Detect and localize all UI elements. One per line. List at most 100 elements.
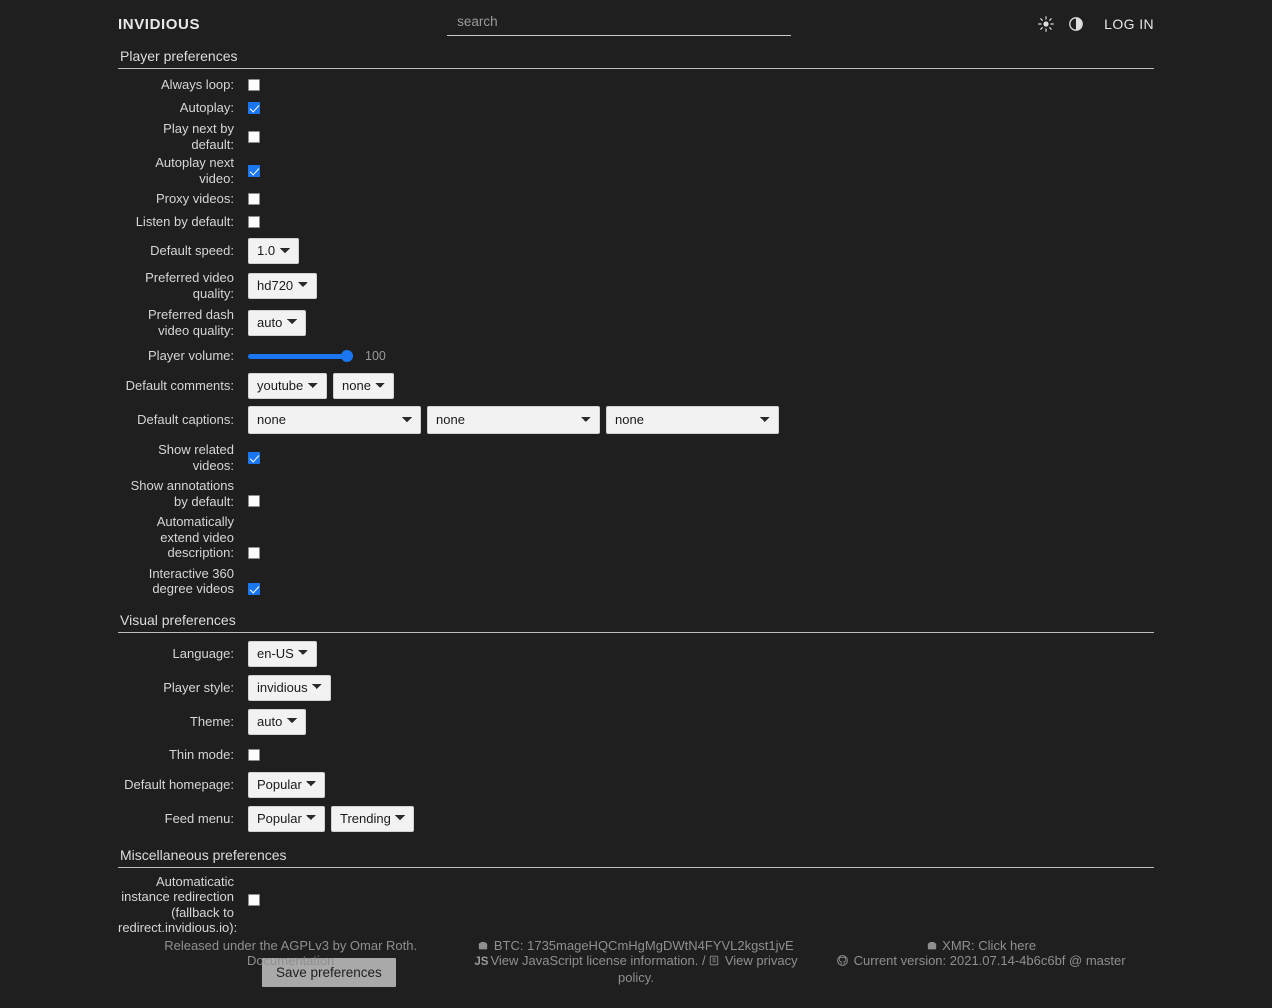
select-theme[interactable]: auto bbox=[248, 708, 306, 735]
select-captions-2[interactable]: none bbox=[427, 406, 600, 434]
pref-row-thin-mode: Thin mode: bbox=[118, 745, 1154, 765]
select-default-speed[interactable]: 1.0 bbox=[248, 238, 299, 264]
version-line: Current version: 2021.07.14-4b6c6bf @ ma… bbox=[815, 953, 1148, 968]
label-dash-quality: Preferred dash video quality: bbox=[148, 307, 234, 338]
label-proxy-videos: Proxy videos: bbox=[155, 191, 234, 207]
pref-row-video-quality: Preferred video quality: hd720 bbox=[118, 270, 1154, 301]
label-video-quality: Preferred video quality: bbox=[145, 270, 234, 301]
select-comments-primary[interactable]: youtube bbox=[248, 373, 327, 399]
label-theme: Theme: bbox=[189, 713, 234, 729]
search-bar bbox=[447, 12, 792, 36]
checkbox-interactive-360[interactable] bbox=[248, 582, 260, 595]
sun-icon[interactable] bbox=[1038, 16, 1054, 32]
label-language: Language: bbox=[172, 645, 234, 661]
select-captions-1[interactable]: none bbox=[248, 406, 421, 434]
pref-row-related-videos: Show related videos: bbox=[118, 442, 1154, 473]
label-auto-redirect: Automaticatic instance redirection (fall… bbox=[118, 873, 238, 936]
checkbox-annotations[interactable] bbox=[248, 495, 260, 507]
checkbox-play-next[interactable] bbox=[248, 130, 260, 143]
select-feed-menu-1[interactable]: Popular bbox=[248, 805, 325, 832]
checkbox-always-loop[interactable] bbox=[248, 79, 260, 91]
navbar-right: LOG IN bbox=[1038, 16, 1154, 32]
js-license-line: JS View JavaScript license information. /… bbox=[469, 953, 802, 985]
pref-row-listen-default: Listen by default: bbox=[118, 212, 1154, 232]
pref-row-homepage: Default homepage: Popular bbox=[118, 771, 1154, 798]
label-related-videos: Show related videos: bbox=[158, 442, 234, 473]
volume-value: 100 bbox=[365, 349, 386, 363]
section-title-player: Player preferences bbox=[118, 46, 1154, 69]
version-link[interactable]: Current version: 2021.07.14-4b6c6bf @ ma… bbox=[853, 953, 1126, 968]
label-interactive-360: Interactive 360 degree videos bbox=[148, 565, 234, 597]
footer-left: Released under the AGPLv3 by Omar Roth. … bbox=[118, 938, 463, 985]
label-thin-mode: Thin mode: bbox=[168, 746, 234, 762]
xmr-line: XMR: Click here bbox=[815, 938, 1148, 953]
pref-row-play-next: Play next by default: bbox=[118, 121, 1154, 152]
preferences-form: Player preferences Always loop: Autoplay… bbox=[0, 46, 1272, 987]
spacer-misc bbox=[118, 835, 1154, 845]
section-title-visual: Visual preferences bbox=[118, 610, 1154, 633]
save-preferences-button[interactable]: Save preferences bbox=[262, 957, 396, 987]
pref-row-dash-quality: Preferred dash video quality: auto bbox=[118, 307, 1154, 338]
book-icon bbox=[709, 955, 719, 966]
pref-row-annotations: Show annotations by default: bbox=[118, 478, 1154, 509]
checkbox-autoplay-next[interactable] bbox=[248, 164, 260, 177]
contrast-icon[interactable] bbox=[1068, 16, 1084, 32]
label-captions: Default captions: bbox=[137, 412, 234, 428]
search-input[interactable] bbox=[447, 12, 792, 36]
pref-row-comments: Default comments: youtube none bbox=[118, 373, 1154, 399]
pref-row-autoplay: Autoplay: bbox=[118, 98, 1154, 118]
spacer-visual bbox=[118, 600, 1154, 610]
login-link[interactable]: LOG IN bbox=[1104, 16, 1154, 32]
slider-player-volume[interactable] bbox=[248, 349, 353, 363]
select-default-homepage[interactable]: Popular bbox=[248, 771, 325, 798]
checkbox-thin-mode[interactable] bbox=[248, 748, 260, 761]
pref-row-volume: Player volume: 100 bbox=[118, 346, 1154, 366]
checkbox-listen-default[interactable] bbox=[248, 216, 260, 228]
checkbox-extend-description[interactable] bbox=[248, 546, 260, 559]
documentation-link[interactable]: Documentation bbox=[246, 953, 335, 968]
select-feed-menu-2[interactable]: Trending bbox=[331, 805, 414, 832]
select-player-style[interactable]: invidious bbox=[248, 674, 331, 701]
checkbox-auto-redirect[interactable] bbox=[248, 893, 260, 906]
label-homepage: Default homepage: bbox=[124, 776, 234, 792]
btc-address-link[interactable]: BTC: 1735mageHQCmHgMgDWtN4FYVL2kgst1jvE bbox=[493, 938, 794, 953]
label-listen-default: Listen by default: bbox=[135, 214, 234, 230]
checkbox-proxy-videos[interactable] bbox=[248, 193, 260, 205]
footer-license-text: Released under the AGPLv3 by Omar Roth. bbox=[164, 938, 418, 953]
footer-right: XMR: Click here Current version: 2021.07… bbox=[809, 938, 1154, 985]
label-default-speed: Default speed: bbox=[150, 243, 234, 259]
select-comments-secondary[interactable]: none bbox=[333, 373, 394, 399]
checkbox-autoplay[interactable] bbox=[248, 102, 260, 114]
label-autoplay: Autoplay: bbox=[179, 100, 234, 116]
pref-row-player-style: Player style: invidious bbox=[118, 674, 1154, 701]
select-dash-quality[interactable]: auto bbox=[248, 309, 306, 336]
monero-icon bbox=[927, 941, 937, 951]
select-language[interactable]: en-US bbox=[248, 640, 317, 667]
github-icon bbox=[837, 955, 848, 966]
pref-row-default-speed: Default speed: 1.0 bbox=[118, 238, 1154, 264]
select-captions-3[interactable]: none bbox=[606, 406, 779, 434]
label-extend-description: Automatically extend video description: bbox=[156, 514, 234, 560]
label-feed-menu: Feed menu: bbox=[164, 810, 234, 826]
privacy-policy-link[interactable]: View privacy policy. bbox=[618, 953, 798, 985]
pref-row-language: Language: en-US bbox=[118, 640, 1154, 667]
xmr-link[interactable]: XMR: Click here bbox=[942, 938, 1037, 953]
label-play-next: Play next by default: bbox=[163, 121, 234, 152]
select-video-quality[interactable]: hd720 bbox=[248, 272, 317, 299]
pref-row-captions: Default captions: none none none bbox=[118, 406, 1154, 434]
pref-row-proxy-videos: Proxy videos: bbox=[118, 189, 1154, 209]
navbar: INVIDIOUS bbox=[0, 0, 1272, 46]
pref-row-interactive-360: Interactive 360 degree videos bbox=[118, 566, 1154, 597]
pref-row-theme: Theme: auto bbox=[118, 708, 1154, 735]
brand-logo[interactable]: INVIDIOUS bbox=[118, 15, 201, 33]
js-license-link[interactable]: View JavaScript license information. bbox=[490, 953, 699, 968]
label-annotations: Show annotations by default: bbox=[130, 478, 234, 509]
pref-row-feed-menu: Feed menu: Popular Trending bbox=[118, 805, 1154, 832]
checkbox-related-videos[interactable] bbox=[248, 451, 260, 464]
btc-line: BTC: 1735mageHQCmHgMgDWtN4FYVL2kgst1jvE bbox=[469, 938, 802, 953]
js-badge-icon: JS bbox=[474, 956, 489, 968]
label-autoplay-next: Autoplay next video: bbox=[155, 155, 234, 186]
label-always-loop: Always loop: bbox=[161, 77, 234, 93]
pref-row-always-loop: Always loop: bbox=[118, 75, 1154, 95]
